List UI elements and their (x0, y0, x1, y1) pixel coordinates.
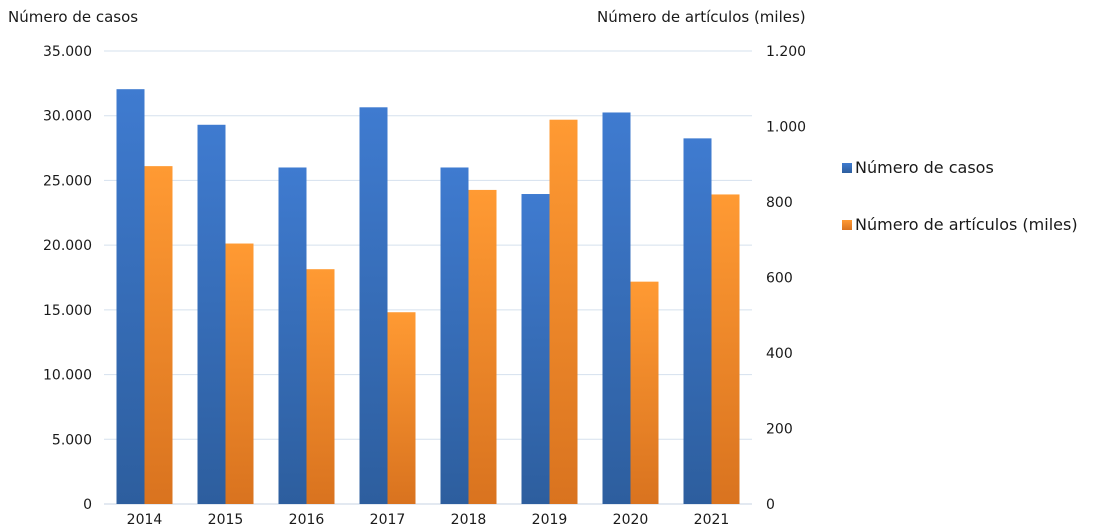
left-tick-label: 25.000 (43, 173, 92, 189)
bar-casos-2019 (521, 194, 550, 505)
bar-casos-2014 (116, 89, 145, 504)
left-tick-label: 10.000 (43, 368, 92, 384)
bar-casos-2018 (440, 167, 469, 504)
legend-label-numero-de-articulos: Número de artículos (miles) (855, 215, 1078, 234)
right-tick-label: 0 (766, 497, 775, 513)
right-tick-label: 1.200 (766, 44, 806, 60)
right-axis-title: Número de artículos (miles) (597, 8, 806, 26)
legend-swatch-numero-de-casos (842, 163, 852, 173)
x-tick-label: 2018 (451, 512, 487, 528)
bar-articulos-2014 (144, 166, 173, 504)
bar-casos-2016 (278, 167, 307, 504)
right-tick-label: 600 (766, 271, 793, 287)
bar-articulos-2016 (306, 269, 335, 504)
bar-articulos-2021 (711, 194, 740, 504)
bar-casos-2015 (197, 124, 226, 504)
bars (116, 89, 740, 505)
legend-swatch-numero-de-articulos (842, 220, 852, 230)
legend: Número de casos Número de artículos (mil… (842, 158, 1078, 234)
bar-articulos-2017 (387, 312, 416, 504)
x-tick-label: 2017 (370, 512, 406, 528)
left-tick-label: 5.000 (52, 432, 92, 448)
bar-casos-2021 (683, 138, 712, 504)
left-tick-label: 30.000 (43, 109, 92, 125)
bar-articulos-2020 (630, 281, 659, 504)
right-axis-ticks: 0 200 400 600 800 1.000 1.200 (766, 44, 806, 513)
left-tick-label: 20.000 (43, 238, 92, 254)
right-tick-label: 1.000 (766, 120, 806, 136)
bar-articulos-2018 (468, 189, 497, 505)
x-tick-label: 2015 (208, 512, 244, 528)
left-axis-ticks: 0 5.000 10.000 15.000 20.000 25.000 30.000 35.0… (43, 44, 92, 513)
x-tick-label: 2014 (127, 512, 163, 528)
bar-casos-2017 (359, 107, 388, 505)
x-axis-ticks: 2014 2015 2016 2017 2018 2019 2020 2021 (127, 512, 730, 528)
bar-articulos-2015 (225, 243, 254, 504)
left-axis-title: Número de casos (8, 8, 138, 26)
x-tick-label: 2021 (694, 512, 730, 528)
bar-casos-2020 (602, 112, 631, 504)
right-tick-label: 400 (766, 346, 793, 362)
x-tick-label: 2020 (613, 512, 649, 528)
bar-articulos-2019 (549, 119, 578, 504)
x-tick-label: 2016 (289, 512, 325, 528)
left-tick-label: 15.000 (43, 303, 92, 319)
left-tick-label: 35.000 (43, 44, 92, 60)
legend-label-numero-de-casos: Número de casos (855, 158, 994, 177)
left-tick-label: 0 (83, 497, 92, 513)
right-tick-label: 800 (766, 195, 793, 211)
right-tick-label: 200 (766, 422, 793, 438)
x-tick-label: 2019 (532, 512, 568, 528)
